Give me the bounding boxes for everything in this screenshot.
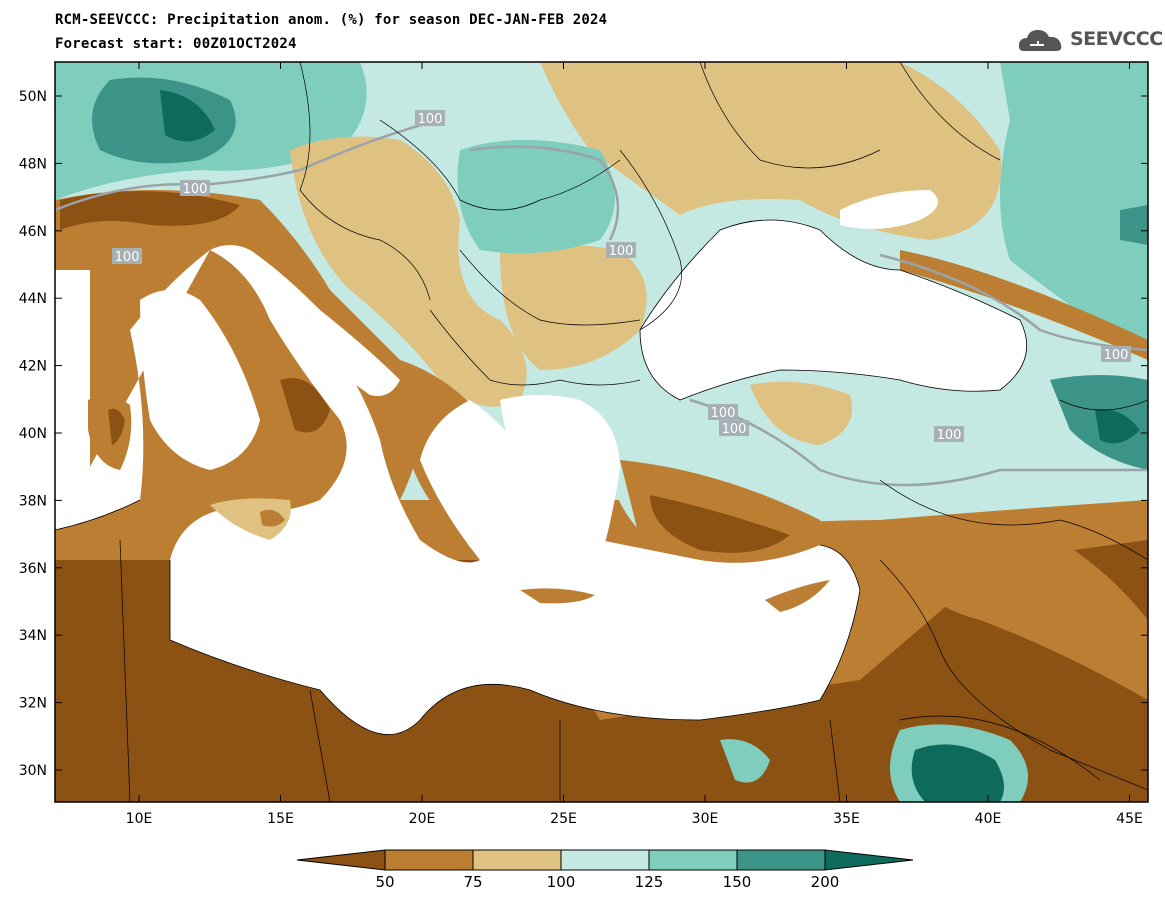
lon-tick-label: 30E (692, 811, 719, 827)
black-sea (640, 220, 1027, 400)
cyprus-island (765, 580, 830, 612)
field-wet-sinai (720, 739, 770, 783)
lat-tick-label: 30N (19, 763, 47, 779)
lon-tick-label: 45E (1116, 811, 1143, 827)
colorbar: 50 75 100 125 150 200 (296, 849, 914, 891)
field-dry-syria (880, 520, 1148, 700)
svg-text:100: 100 (115, 250, 140, 265)
field-verydry-anatolia (650, 495, 790, 553)
colorbar-label: 150 (723, 873, 752, 891)
contour-100-lines (55, 118, 1148, 487)
colorbar-label: 75 (463, 873, 482, 891)
svg-text:100: 100 (183, 182, 208, 197)
lat-tick-label: 50N (19, 89, 47, 105)
coastlines (55, 219, 1027, 735)
svg-text:100: 100 (722, 422, 747, 437)
field-slightly-dry-romania (500, 245, 647, 370)
colorbar-swatch (648, 849, 738, 871)
lat-tick-label: 32N (19, 696, 47, 712)
adriatic-sea (250, 250, 400, 396)
lat-tick-label: 38N (19, 493, 47, 509)
svg-text:100: 100 (418, 112, 443, 127)
field-extremewet-arabia (911, 744, 1004, 802)
svg-text:100: 100 (609, 244, 634, 259)
lat-tick-label: 34N (19, 628, 47, 644)
lon-tick-label: 15E (267, 811, 294, 827)
colorbar-swatch (472, 849, 562, 871)
lon-tick-label: 25E (550, 811, 577, 827)
country-borders (119, 62, 1148, 802)
field-slightly-dry-balkans (290, 136, 527, 407)
colorbar-label: 100 (547, 873, 576, 891)
contour-label: 100 (180, 180, 210, 197)
field-extremewet-caucasus (1095, 409, 1140, 444)
svg-text:100: 100 (1104, 348, 1129, 363)
lon-tick-label: 35E (833, 811, 860, 827)
tyrrhenian-sea (140, 290, 260, 470)
field-wet-russia (1000, 62, 1148, 360)
contour-label: 100 (112, 248, 142, 265)
contour-labels: 100 100 100 100 100 100 100 100 (112, 110, 1131, 443)
colorbar-swatch-high (824, 849, 914, 871)
mediterranean-sea (55, 245, 860, 735)
anomaly-field (55, 62, 1148, 802)
contour-label: 100 (719, 420, 749, 437)
field-verydry-alps-south (60, 191, 240, 230)
crete-island (520, 588, 595, 604)
colorbar-swatch (384, 849, 474, 871)
map-title: RCM-SEEVCCC: Precipitation anom. (%) for… (55, 12, 608, 28)
lon-tick-label: 40E (975, 811, 1002, 827)
sardinia-corsica-sea-gap (55, 270, 90, 530)
colorbar-label: 200 (811, 873, 840, 891)
colorbar-swatch (560, 849, 650, 871)
svg-text:100: 100 (937, 428, 962, 443)
svg-text:100: 100 (711, 406, 736, 421)
colorbar-label: 125 (635, 873, 664, 891)
field-verywet-russia (1120, 205, 1148, 245)
forecast-start-label: Forecast start: 00Z01OCT2024 (55, 36, 297, 52)
sicily-island (210, 498, 291, 540)
cloud-icon (1018, 30, 1062, 51)
map-frame (54, 61, 1149, 803)
sardinia-dry-core (108, 408, 125, 445)
longitude-axis: 10E 15E 20E 25E 30E 35E 40E 45E (126, 62, 1143, 827)
field-verydry-italy (280, 378, 330, 433)
colorbar-label: 50 (375, 873, 394, 891)
lon-tick-label: 20E (409, 811, 436, 827)
contour-label: 100 (708, 404, 738, 421)
lat-tick-label: 36N (19, 561, 47, 577)
lat-tick-label: 40N (19, 426, 47, 442)
lat-tick-label: 44N (19, 291, 47, 307)
field-extremewet-alps (160, 90, 215, 142)
sicily-dry-core (260, 509, 285, 527)
field-slightly-dry-central-anatolia (750, 381, 852, 445)
lon-tick-label: 10E (126, 811, 153, 827)
field-wet-pannonia (457, 140, 615, 254)
contour-label: 100 (1101, 346, 1131, 363)
aegean-sea (500, 395, 620, 560)
lat-tick-label: 48N (19, 156, 47, 172)
contour-label: 100 (606, 242, 636, 259)
lat-tick-label: 42N (19, 359, 47, 375)
field-dry-italy (55, 190, 423, 500)
colorbar-swatch-low (296, 849, 386, 871)
field-dry-caucasus-coast (900, 250, 1148, 360)
latitude-axis: 50N 48N 46N 44N 42N 40N 38N 36N 34N 32N 30N (19, 89, 1148, 779)
contour-label: 100 (934, 426, 964, 443)
contour-label: 100 (415, 110, 445, 127)
azov-sea (840, 190, 938, 229)
corsica-island (95, 341, 126, 385)
colorbar-swatch (736, 849, 826, 871)
seevccc-logo: SEEVCCC (1070, 28, 1163, 50)
lat-tick-label: 46N (19, 224, 47, 240)
